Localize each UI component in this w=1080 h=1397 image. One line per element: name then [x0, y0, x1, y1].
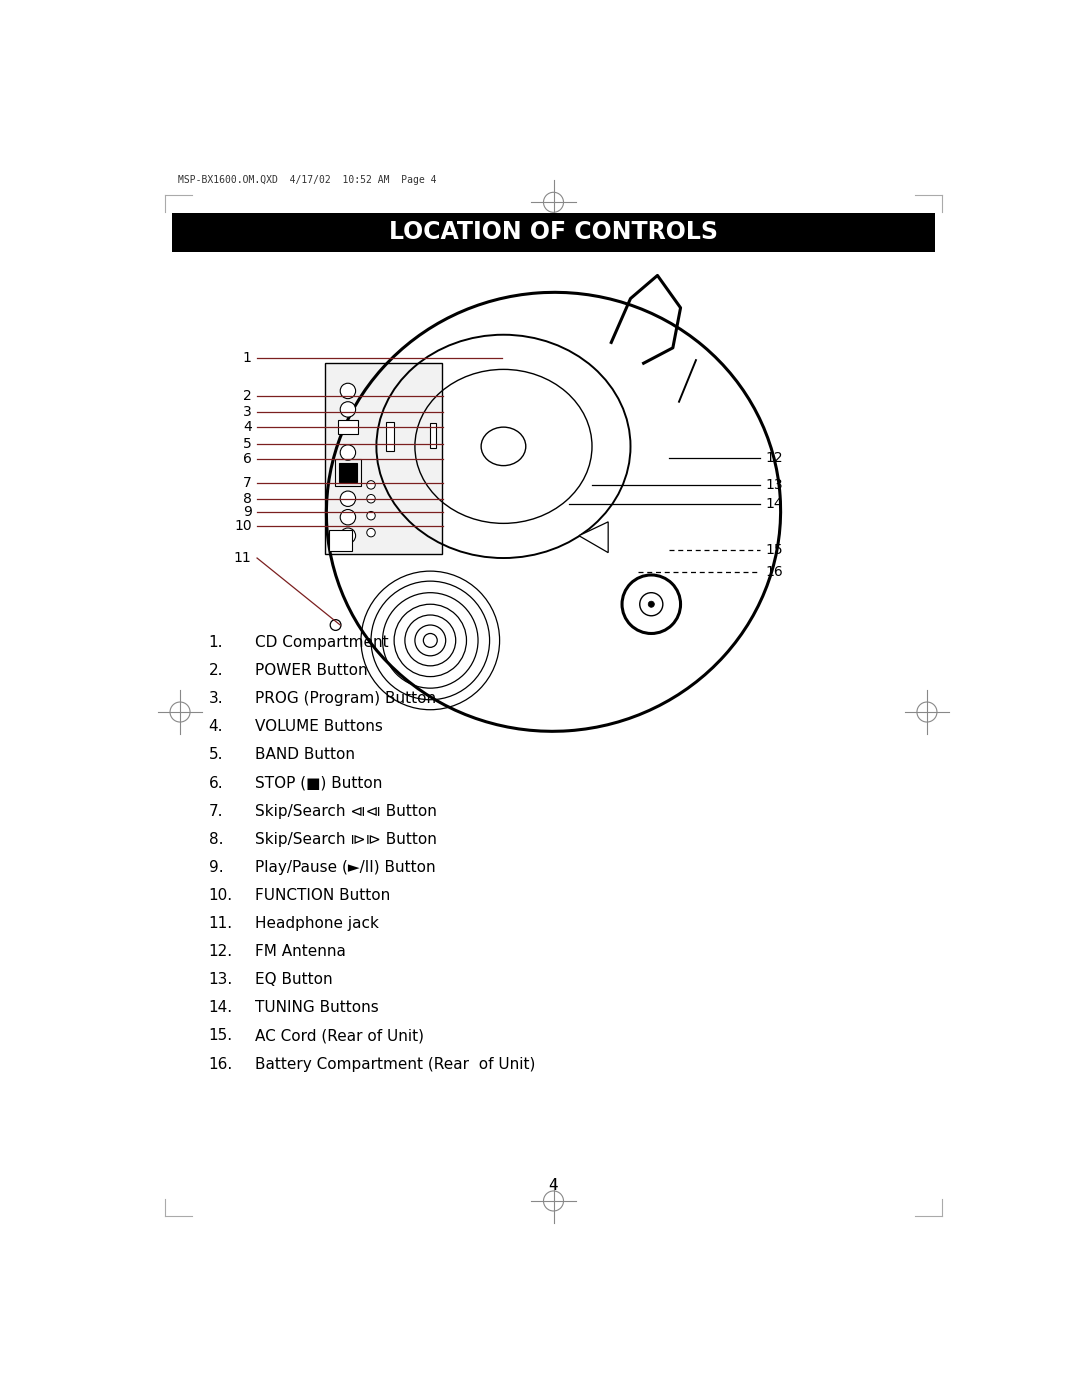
Text: Headphone jack: Headphone jack: [255, 916, 379, 930]
Text: 12.: 12.: [208, 944, 232, 960]
Text: 4: 4: [549, 1178, 558, 1193]
Text: Play/Pause (►/II) Button: Play/Pause (►/II) Button: [255, 861, 435, 875]
Bar: [328, 529, 352, 550]
Text: 8.: 8.: [208, 831, 224, 847]
Polygon shape: [579, 522, 608, 553]
Text: PROG (Program) Button: PROG (Program) Button: [255, 692, 436, 707]
Text: 7: 7: [243, 476, 252, 490]
Text: Skip/Search ⧐⧐ Button: Skip/Search ⧐⧐ Button: [255, 831, 436, 847]
Text: 3.: 3.: [208, 692, 224, 707]
Text: 7.: 7.: [208, 803, 224, 819]
Text: 10.: 10.: [208, 888, 232, 902]
Circle shape: [340, 444, 355, 460]
Circle shape: [340, 510, 355, 525]
Text: 6: 6: [243, 453, 252, 467]
Text: 9.: 9.: [208, 861, 224, 875]
Circle shape: [340, 383, 355, 398]
Circle shape: [367, 511, 375, 520]
Text: 16: 16: [766, 564, 783, 578]
Text: CD Compartment: CD Compartment: [255, 636, 389, 650]
Text: 3: 3: [243, 405, 252, 419]
Text: 2.: 2.: [208, 664, 224, 678]
Bar: [335, 460, 361, 486]
Text: 12: 12: [766, 451, 783, 465]
Text: 4.: 4.: [208, 719, 224, 735]
Text: 1: 1: [243, 351, 252, 365]
Text: 14.: 14.: [208, 1000, 232, 1016]
Bar: [339, 464, 357, 482]
Text: 13.: 13.: [208, 972, 233, 988]
Bar: [173, 214, 934, 251]
Circle shape: [330, 620, 341, 630]
Circle shape: [340, 402, 355, 418]
Text: FUNCTION Button: FUNCTION Button: [255, 888, 390, 902]
Text: 11.: 11.: [208, 916, 232, 930]
Text: AC Cord (Rear of Unit): AC Cord (Rear of Unit): [255, 1028, 423, 1044]
Bar: [430, 423, 435, 448]
Bar: [387, 422, 394, 451]
Text: EQ Button: EQ Button: [255, 972, 333, 988]
Text: VOLUME Buttons: VOLUME Buttons: [255, 719, 382, 735]
Text: POWER Button: POWER Button: [255, 664, 367, 678]
Circle shape: [648, 601, 654, 608]
Circle shape: [340, 528, 355, 543]
Text: 13: 13: [766, 478, 783, 492]
Text: 2: 2: [243, 390, 252, 404]
Circle shape: [367, 528, 375, 536]
Text: MSP-BX1600.OM.QXD  4/17/02  10:52 AM  Page 4: MSP-BX1600.OM.QXD 4/17/02 10:52 AM Page …: [178, 175, 436, 184]
Circle shape: [340, 465, 355, 481]
Text: Battery Compartment (Rear  of Unit): Battery Compartment (Rear of Unit): [255, 1056, 535, 1071]
Text: 15.: 15.: [208, 1028, 232, 1044]
Text: FM Antenna: FM Antenna: [255, 944, 346, 960]
Text: 4: 4: [243, 420, 252, 434]
Circle shape: [367, 495, 375, 503]
Circle shape: [367, 481, 375, 489]
Text: 5.: 5.: [208, 747, 224, 763]
Text: 8: 8: [243, 492, 252, 506]
Text: 5: 5: [243, 437, 252, 451]
Circle shape: [340, 490, 355, 507]
Text: 9: 9: [243, 504, 252, 518]
Text: Skip/Search ⧏⧏ Button: Skip/Search ⧏⧏ Button: [255, 803, 436, 819]
Text: 6.: 6.: [208, 775, 224, 791]
Bar: [338, 420, 357, 434]
Text: 1.: 1.: [208, 636, 224, 650]
Text: 15: 15: [766, 543, 783, 557]
Text: LOCATION OF CONTROLS: LOCATION OF CONTROLS: [389, 221, 718, 244]
Bar: [325, 363, 442, 555]
Text: 14: 14: [766, 497, 783, 511]
Text: BAND Button: BAND Button: [255, 747, 354, 763]
Text: STOP (■) Button: STOP (■) Button: [255, 775, 382, 791]
Text: 16.: 16.: [208, 1056, 233, 1071]
Text: TUNING Buttons: TUNING Buttons: [255, 1000, 378, 1016]
Text: 10: 10: [234, 518, 252, 532]
Text: 11: 11: [234, 550, 252, 564]
